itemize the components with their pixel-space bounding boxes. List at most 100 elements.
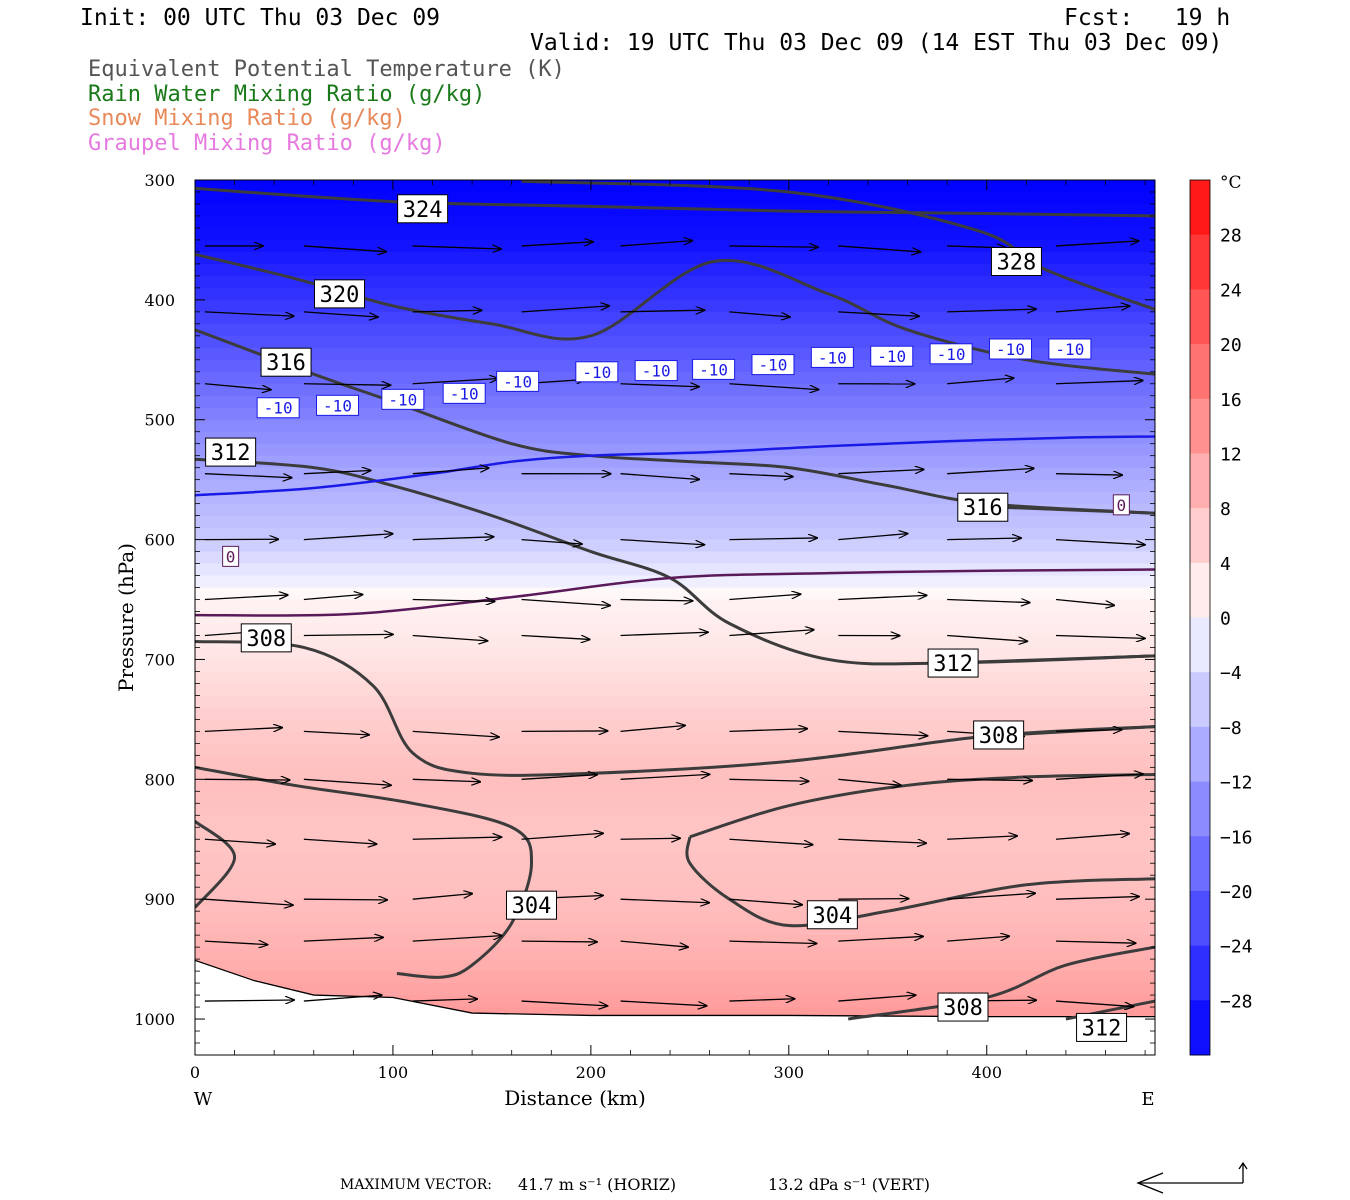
wind-vector: [729, 594, 800, 601]
temperature-band: [195, 911, 1155, 924]
theta-e-label-box: [990, 247, 1042, 277]
wind-vector: [729, 246, 817, 247]
temperature-band: [195, 719, 1155, 732]
reference-vector-icon: [1136, 1161, 1248, 1194]
temperature-band: [195, 779, 1155, 792]
temperature-band: [195, 923, 1155, 936]
isotherm-label: -10: [937, 345, 966, 364]
isotherm-line: [195, 568, 1155, 617]
wind-vector: [729, 898, 802, 905]
wind-vector: [412, 634, 488, 640]
isotherm-label-box: [751, 354, 795, 376]
wind-vector: [838, 245, 920, 252]
isotherm-label: -10: [450, 384, 479, 403]
temperature-band: [195, 227, 1155, 241]
wind-vector: [620, 241, 693, 247]
isotherm-label-box: [381, 388, 425, 410]
wind-vector: [412, 936, 502, 942]
theta-e-label: 324: [403, 198, 443, 223]
y-tick-label: 700: [144, 650, 175, 669]
wind-vector: [412, 468, 489, 475]
wind-vector: [620, 310, 705, 312]
isotherm-label-box: [634, 360, 678, 382]
wind-vector: [1055, 834, 1129, 840]
wind-vector: [729, 941, 816, 943]
colorbar-segment: [1190, 617, 1210, 673]
isotherm-label-box: [692, 358, 736, 380]
wind-vector: [1055, 1000, 1133, 1006]
wind-vector: [204, 473, 292, 478]
colorbar-segment: [1190, 289, 1210, 345]
below-ground-mask: [195, 960, 1155, 1055]
temperature-band: [195, 611, 1155, 625]
max-vector-label: MAXIMUM VECTOR:: [340, 1177, 492, 1193]
temperature-band: [195, 791, 1155, 804]
wind-vector: [204, 595, 288, 601]
wind-vector: [947, 468, 1034, 475]
isotherm-label-box: [316, 394, 360, 416]
temperature-band: [195, 263, 1155, 277]
wind-vector: [204, 898, 293, 905]
wind-vector: [1056, 635, 1145, 638]
isotherm-label: -10: [759, 356, 788, 375]
colorbar-segment: [1190, 836, 1210, 892]
surface-line: [195, 959, 1155, 1018]
wind-vector: [1055, 774, 1143, 780]
temperature-band: [195, 539, 1155, 553]
wind-vector: [1056, 941, 1136, 943]
wind-vector: [838, 899, 908, 900]
wind-vector: [412, 730, 499, 737]
wind-vector: [303, 995, 382, 1002]
colorbar-segment: [1190, 562, 1210, 618]
wind-vector: [620, 940, 688, 947]
wind-vector: [303, 595, 363, 601]
temperature-band: [195, 707, 1155, 720]
theta-e-label: 312: [211, 441, 251, 466]
isotherm-label: -10: [818, 348, 847, 367]
isotherm-label: -10: [264, 399, 293, 418]
colorbar-tick-label: −12: [1220, 773, 1253, 794]
y-axis-label: Pressure (hPa): [114, 543, 138, 692]
theta-e-label: 320: [320, 283, 360, 308]
wind-vector: [303, 778, 391, 785]
theta-e-contour: [195, 639, 1155, 777]
temperature-band: [195, 647, 1155, 661]
temperature-band: [195, 335, 1155, 349]
colorbar-tick-label: 24: [1220, 280, 1242, 301]
temperature-band: [195, 767, 1155, 780]
wind-vector: [947, 936, 1009, 942]
colorbar-tick-label: 16: [1220, 390, 1242, 411]
wind-vector: [620, 384, 699, 387]
wind-vector: [204, 311, 294, 316]
temperature-band: [195, 431, 1155, 445]
colorbar-tick-label: −28: [1220, 991, 1253, 1012]
isotherm-label: -10: [642, 362, 671, 381]
temperature-band: [195, 599, 1155, 613]
temperature-band: [195, 959, 1155, 972]
temperature-band: [195, 731, 1155, 744]
temperature-band: [195, 695, 1155, 708]
theta-e-contour: [689, 773, 1155, 839]
colorbar-tick-label: −8: [1220, 718, 1242, 739]
temperature-band: [195, 899, 1155, 912]
isotherm-label-box: [810, 346, 854, 368]
temperature-band: [195, 287, 1155, 301]
wind-vectors: [204, 241, 1145, 1007]
wind-vector: [204, 728, 282, 733]
theta-e-label: 312: [933, 652, 973, 677]
wind-vector: [838, 469, 923, 475]
temperature-band: [195, 803, 1155, 816]
colorbar-segment: [1190, 180, 1210, 236]
temperature-band: [195, 815, 1155, 828]
x-end-label-east: E: [1141, 1089, 1154, 1110]
variable-rain-water: Rain Water Mixing Ratio (g/kg): [88, 82, 486, 107]
wind-vector: [1055, 538, 1145, 545]
wind-vector: [838, 995, 915, 1002]
y-tick-label: 800: [144, 770, 175, 789]
colorbar: °C 28 24 20 16 12 8 4 0 −4 −8 −12 −16 −20 −24 −28: [1189, 173, 1253, 1056]
wind-vector: [838, 311, 919, 316]
wind-vector: [947, 836, 1017, 839]
colorbar-tick-label: 4: [1220, 554, 1231, 575]
wind-vector: [303, 838, 377, 844]
